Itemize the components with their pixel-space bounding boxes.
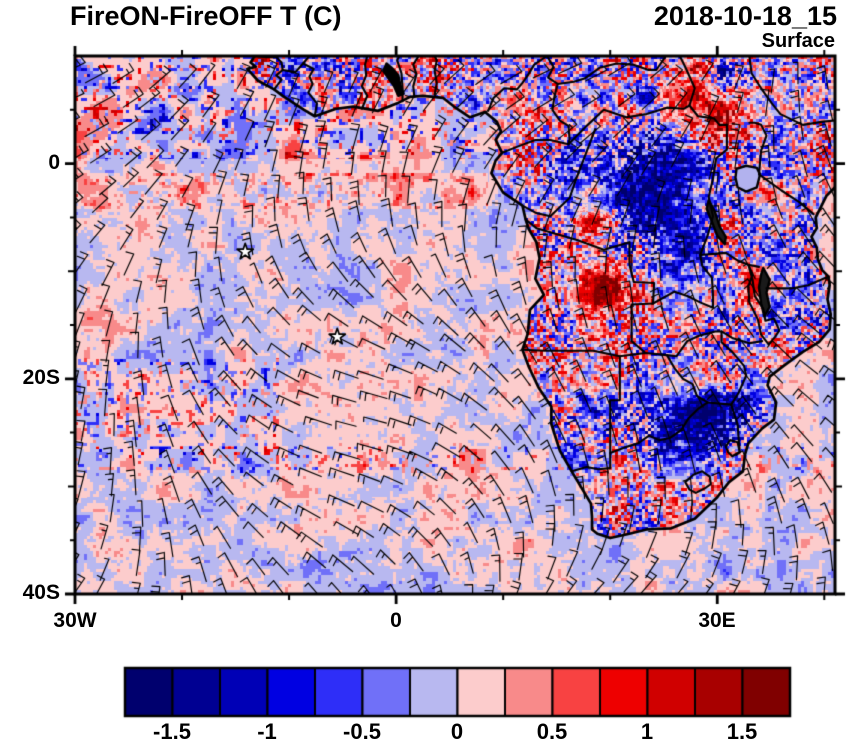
colorbar-label-6: 1.5: [726, 719, 758, 744]
colorbar-label-3: 0: [450, 719, 464, 744]
plot-datetime: 2018-10-18_15: [653, 1, 837, 31]
x-tick-label-0: 0: [390, 609, 402, 632]
plot-title: FireON-FireOFF T (C): [70, 1, 342, 31]
plot-level: Surface: [761, 30, 835, 52]
x-tick-label-30e: 30E: [698, 609, 736, 632]
y-tick-label-20s: 20S: [22, 366, 60, 389]
colorbar-label-2: -0.5: [343, 719, 381, 744]
colorbar-label-4: 0.5: [536, 719, 568, 744]
colorbar-label-1: -1: [257, 719, 277, 744]
colorbar-label-0: -1.5: [153, 719, 191, 744]
y-tick-label-40s: 40S: [22, 581, 60, 604]
y-tick-label-0: 0: [48, 151, 60, 174]
colorbar-label-5: 1: [640, 719, 654, 744]
x-tick-label-30w: 30W: [53, 609, 97, 632]
